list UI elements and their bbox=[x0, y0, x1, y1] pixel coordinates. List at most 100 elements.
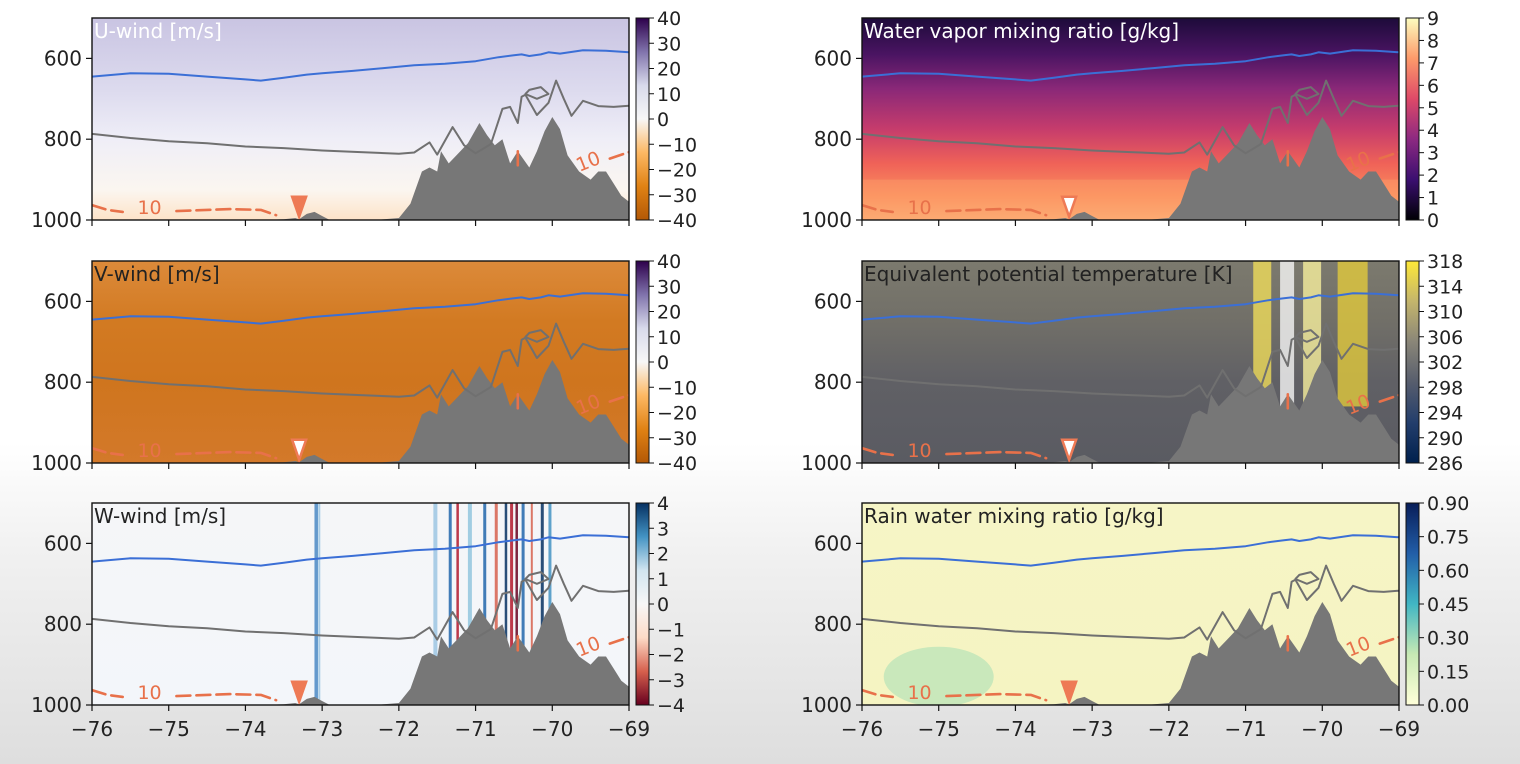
terrain bbox=[92, 360, 629, 463]
y-tick-label: 1000 bbox=[801, 693, 852, 717]
grey-contour-loop bbox=[524, 329, 550, 343]
temperature-contour bbox=[92, 203, 124, 214]
colorbar-tick-label: −40 bbox=[657, 210, 697, 232]
temperature-contour bbox=[608, 393, 629, 403]
grey-contour bbox=[862, 564, 1399, 641]
y-tick-label: 800 bbox=[814, 612, 852, 636]
updraft-streak bbox=[448, 503, 452, 705]
blue-contour bbox=[862, 534, 1399, 567]
x-tick-label: −73 bbox=[301, 717, 343, 741]
updraft-streak bbox=[548, 503, 552, 705]
grey-contour bbox=[92, 564, 629, 641]
colorbar-tick-label: 302 bbox=[1427, 352, 1463, 374]
colorbar-tick-label: 0.15 bbox=[1427, 661, 1469, 683]
panel-title: U-wind [m/s] bbox=[94, 19, 222, 43]
colorbar-tick-label: −30 bbox=[657, 428, 697, 450]
updraft-streak bbox=[530, 503, 533, 705]
axes-frame bbox=[91, 260, 630, 464]
x-tick-label: −69 bbox=[608, 717, 650, 741]
colorbar-tick-label: 290 bbox=[1427, 428, 1463, 450]
colorbar-tick-label: −40 bbox=[657, 453, 697, 475]
updraft-streak bbox=[504, 503, 508, 705]
colorbar-tick-label: 30 bbox=[657, 276, 681, 298]
x-tick-label: −70 bbox=[531, 717, 573, 741]
panel-title: Water vapor mixing ratio [g/kg] bbox=[864, 19, 1179, 43]
y-tick-label: 600 bbox=[814, 531, 852, 555]
panel-title: V-wind [m/s] bbox=[94, 262, 220, 286]
axes-frame bbox=[861, 502, 1400, 706]
terrain bbox=[862, 360, 1399, 463]
y-tick-label: 600 bbox=[814, 46, 852, 70]
colorbar-tick-label: 0.60 bbox=[1427, 560, 1469, 582]
station-marker bbox=[290, 195, 308, 220]
x-tick-label: −74 bbox=[994, 717, 1036, 741]
colorbar-tick-label: 9 bbox=[1427, 8, 1439, 30]
colorbar-tick-label: 314 bbox=[1427, 276, 1463, 298]
y-tick-label: 600 bbox=[814, 289, 852, 313]
colorbar-tick-label: −10 bbox=[657, 134, 697, 156]
colorbar-tick-label: 0 bbox=[657, 594, 669, 616]
x-tick-label: −76 bbox=[841, 717, 883, 741]
axes-frame bbox=[91, 17, 630, 221]
y-tick-label: 1000 bbox=[801, 451, 852, 475]
updraft-streak bbox=[433, 503, 438, 705]
grey-contour bbox=[862, 79, 1399, 156]
temperature-contour bbox=[608, 635, 629, 645]
rain-patch bbox=[883, 646, 994, 705]
colorbar-tick-label: −3 bbox=[657, 670, 685, 692]
colorbar-tick-label: 294 bbox=[1427, 403, 1463, 425]
temperature-contour bbox=[862, 688, 895, 699]
grey-contour bbox=[92, 79, 629, 156]
colorbar-tick-label: 306 bbox=[1427, 327, 1463, 349]
colorbar-tick-label: 10 bbox=[657, 84, 681, 106]
x-tick-label: −71 bbox=[1224, 717, 1266, 741]
temperature-contour bbox=[945, 207, 1048, 217]
colorbar-tick-label: −30 bbox=[657, 185, 697, 207]
updraft-streak bbox=[318, 503, 321, 705]
colorbar-tick-label: 1 bbox=[1427, 188, 1439, 210]
x-tick-label: −72 bbox=[378, 717, 420, 741]
colorbar-tick-label: 8 bbox=[1427, 30, 1439, 52]
terrain bbox=[862, 117, 1399, 220]
colorbar-tick-label: −20 bbox=[657, 160, 697, 182]
colorbar bbox=[635, 260, 650, 464]
y-tick-label: 1000 bbox=[801, 208, 852, 232]
colorbar-tick-label: 40 bbox=[657, 251, 681, 273]
colorbar-tick-label: 298 bbox=[1427, 377, 1463, 399]
colorbar-tick-label: 0.75 bbox=[1427, 527, 1469, 549]
temperature-contour bbox=[862, 446, 895, 457]
grey-contour-loop bbox=[524, 86, 550, 100]
y-tick-label: 1000 bbox=[31, 208, 82, 232]
contour-label-10: 10 bbox=[907, 440, 931, 462]
station-marker bbox=[1060, 438, 1078, 463]
axes-frame bbox=[861, 260, 1400, 464]
temperature-contour bbox=[945, 692, 1048, 702]
y-tick-label: 800 bbox=[44, 127, 82, 151]
colorbar-tick-label: 286 bbox=[1427, 453, 1463, 475]
updraft-streak bbox=[540, 503, 544, 705]
colorbar-tick-label: −1 bbox=[657, 619, 685, 641]
temperature-contour bbox=[1378, 635, 1399, 645]
y-tick-label: 1000 bbox=[31, 693, 82, 717]
panel-title: Equivalent potential temperature [K] bbox=[864, 262, 1233, 286]
updraft-streak bbox=[510, 503, 514, 705]
high-temperature-band bbox=[1280, 261, 1295, 407]
y-tick-label: 600 bbox=[44, 531, 82, 555]
terrain bbox=[92, 602, 629, 705]
colorbar-tick-label: 1 bbox=[657, 569, 669, 591]
colorbar-tick-label: 2 bbox=[657, 544, 669, 566]
contour-label-10: 10 bbox=[907, 197, 931, 219]
terrain bbox=[862, 602, 1399, 705]
contour-label-10: 10 bbox=[137, 682, 161, 704]
x-tick-label: −71 bbox=[454, 717, 496, 741]
station-marker bbox=[290, 438, 308, 463]
colorbar-tick-label: 0 bbox=[1427, 210, 1439, 232]
colorbar-tick-label: 7 bbox=[1427, 53, 1439, 75]
colorbar bbox=[1405, 17, 1420, 221]
